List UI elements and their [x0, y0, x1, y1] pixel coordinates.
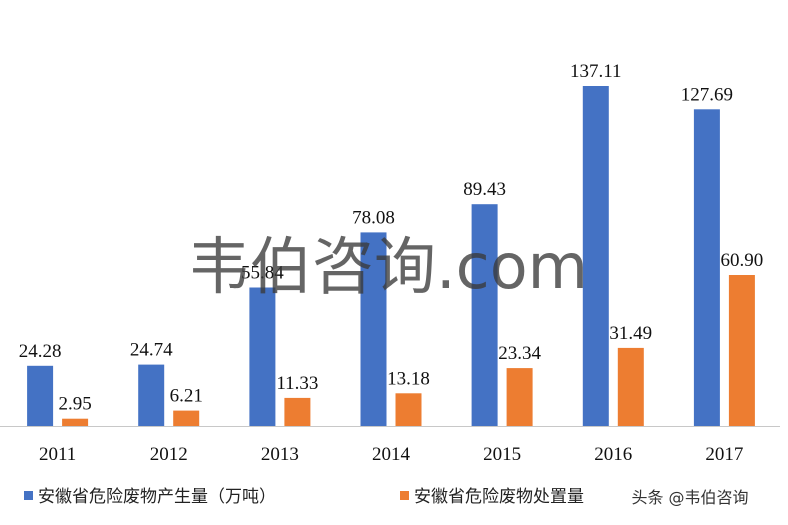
watermark-center: 韦伯咨询.com [188, 230, 588, 303]
bar-generated-2012 [138, 364, 165, 426]
bar-disposed-2017 [728, 275, 755, 426]
bar-generated-2013 [249, 287, 276, 426]
value-label-disposed-2012: 6.21 [170, 386, 203, 407]
value-labels-layer: 24.28 2.95 24.74 6.21 55.84 11.33 78.08 13.18 89… [19, 61, 764, 415]
x-tick-label-2017: 2017 [705, 444, 743, 465]
value-label-disposed-2014: 13.18 [387, 368, 430, 389]
bar-generated-2014 [360, 232, 387, 426]
bars-layer [27, 86, 755, 427]
bar-generated-2016 [582, 86, 609, 426]
bar-generated-2015 [471, 204, 498, 426]
bar-disposed-2013 [284, 397, 311, 426]
bar-disposed-2016 [617, 347, 644, 426]
legend: 安徽省危险废物产生量（万吨） 安徽省危险废物处置量 [24, 487, 584, 507]
bar-generated-2011 [27, 365, 54, 426]
x-tick-label-2011: 2011 [39, 444, 76, 465]
value-label-disposed-2015: 23.34 [498, 343, 541, 364]
x-tick-label-2014: 2014 [372, 444, 411, 465]
value-label-generated-2017: 127.69 [681, 84, 733, 105]
legend-swatch-disposed [400, 491, 409, 500]
value-label-generated-2014: 78.08 [352, 207, 395, 228]
value-label-generated-2011: 24.28 [19, 341, 62, 362]
value-label-generated-2012: 24.74 [130, 340, 173, 361]
value-label-generated-2013: 55.84 [241, 263, 284, 284]
watermark-corner: 头条 @韦伯咨询 [631, 488, 748, 507]
value-label-disposed-2016: 31.49 [609, 323, 652, 344]
x-tick-label-2015: 2015 [483, 444, 521, 465]
legend-swatch-generated [24, 491, 33, 500]
bar-generated-2017 [693, 109, 720, 427]
x-tick-label-2013: 2013 [261, 444, 299, 465]
bar-disposed-2012 [173, 410, 200, 426]
x-tick-labels-layer: 2011 2012 2013 2014 2015 2016 2017 [39, 444, 743, 465]
x-tick-label-2016: 2016 [594, 444, 632, 465]
legend-label-disposed: 安徽省危险废物处置量 [414, 487, 584, 507]
value-label-disposed-2013: 11.33 [276, 373, 318, 394]
bar-disposed-2014 [395, 393, 422, 426]
bar-disposed-2015 [506, 368, 533, 426]
bar-disposed-2011 [62, 418, 89, 426]
value-label-disposed-2017: 60.90 [721, 250, 764, 271]
x-tick-label-2012: 2012 [150, 444, 188, 465]
value-label-disposed-2011: 2.95 [58, 394, 91, 415]
value-label-generated-2016: 137.11 [570, 61, 622, 82]
value-label-generated-2015: 89.43 [463, 179, 506, 200]
legend-label-generated: 安徽省危险废物产生量（万吨） [38, 487, 276, 507]
